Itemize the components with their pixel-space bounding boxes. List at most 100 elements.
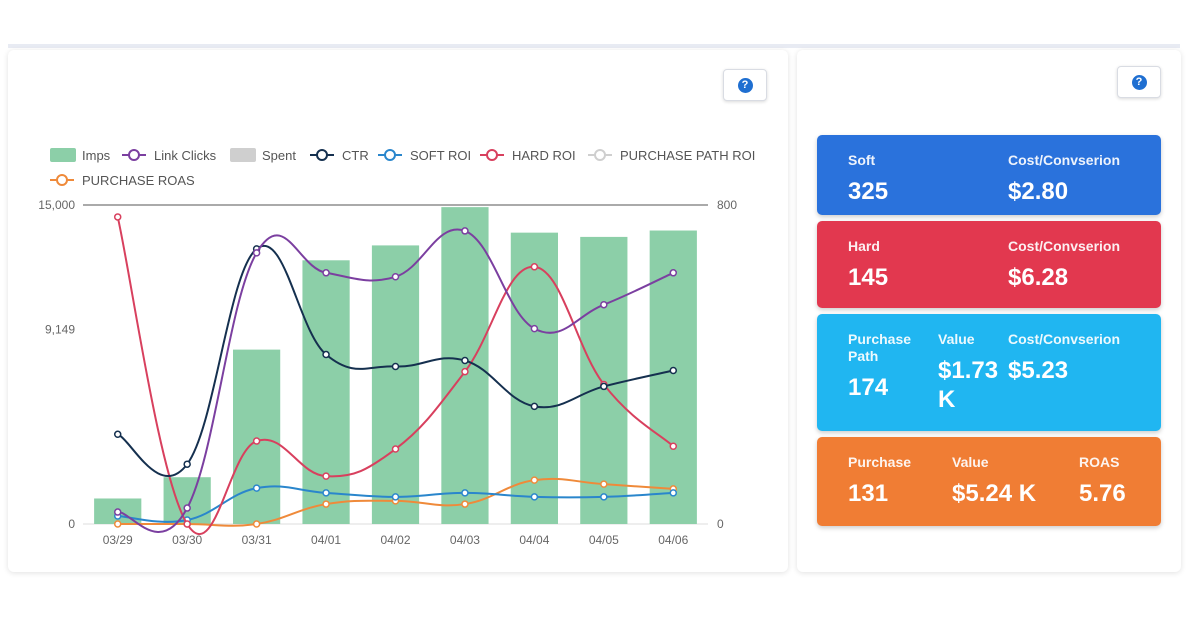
legend-label-purchase-roas: PURCHASE ROAS <box>82 173 195 188</box>
legend-swatch-spent <box>230 148 256 162</box>
link-clicks-point <box>252 249 261 257</box>
legend-label-soft-roi: SOFT ROI <box>410 148 471 163</box>
purchase-roas-point <box>322 500 330 508</box>
soft-conversion-card: Soft 325 Cost/Convserion $2.80 <box>817 135 1161 215</box>
x-axis-tick: 03/31 <box>242 533 272 547</box>
x-axis-tick: 03/30 <box>172 533 202 547</box>
hard-roi-point <box>113 213 122 221</box>
legend-item-spent[interactable]: Spent <box>230 148 296 163</box>
chart-help-button[interactable]: ? <box>723 69 767 101</box>
ctr-point <box>669 366 678 375</box>
question-icon: ? <box>737 77 753 93</box>
legend-label-ctr: CTR <box>342 148 369 163</box>
link-clicks-point <box>183 504 191 512</box>
legend-marker-link-clicks <box>128 149 140 161</box>
hard-roi-point <box>183 520 191 528</box>
performance-chart: Imps Link Clicks Spent CTR SOFT ROI HARD ROI P… <box>38 148 755 547</box>
ctr-point <box>322 350 330 359</box>
ctr-point <box>530 402 539 411</box>
soft-label: Soft <box>848 152 876 168</box>
legend-item-purchase-roas[interactable]: PURCHASE ROAS <box>50 173 195 188</box>
soft-roi-point <box>322 489 330 497</box>
chart-legend: Imps Link Clicks Spent CTR SOFT ROI HARD ROI P… <box>50 148 755 188</box>
hard-conversion-card: Hard 145 Cost/Convserion $6.28 <box>817 221 1161 308</box>
x-axis-tick: 03/29 <box>103 533 133 547</box>
imps-bar <box>233 349 281 524</box>
legend-item-ctr[interactable]: CTR <box>310 148 369 163</box>
ctr-point <box>113 430 122 439</box>
hard-roi-point <box>669 442 678 450</box>
purchase-value: $5.24 K <box>952 480 1037 507</box>
ctr-point <box>391 362 400 371</box>
legend-marker-ctr <box>316 149 328 161</box>
legend-item-hard-roi[interactable]: HARD ROI <box>480 148 576 163</box>
x-axis-tick: 04/02 <box>380 533 410 547</box>
right-axis-tick: 800 <box>717 198 737 212</box>
chart-panel: ? Imps Link Clicks Spent CTR SOFT ROI HARD RO… <box>8 50 788 572</box>
hard-label: Hard <box>848 238 880 254</box>
purchase-roas-point <box>600 480 608 488</box>
summary-help-button[interactable]: ? <box>1117 66 1161 98</box>
soft-roi-point <box>461 489 469 497</box>
hard-roi-point <box>461 367 469 376</box>
link-clicks-line <box>117 228 674 533</box>
purchase-card: Purchase 131 Value $5.24 K ROAS 5.76 <box>817 437 1161 526</box>
top-divider <box>8 44 1180 48</box>
chart-lines <box>113 213 678 535</box>
soft-roi-point <box>391 493 400 501</box>
legend-label-hard-roi: HARD ROI <box>512 148 576 163</box>
purchase-path-cost-value: $5.23 <box>1008 357 1069 384</box>
legend-label-link-clicks: Link Clicks <box>154 148 217 163</box>
purchase-count: 131 <box>848 480 889 507</box>
soft-roi-point <box>530 493 539 501</box>
purchase-path-card: Purchase Path 174 Value $1.73 K Cost/Con… <box>817 314 1161 431</box>
left-axis-tick: 9,149 <box>45 322 75 336</box>
purchase-path-cost-label: Cost/Convserion <box>1008 331 1121 347</box>
legend-item-purchase-path-roi[interactable]: PURCHASE PATH ROI <box>588 148 755 163</box>
hard-roi-point <box>322 472 330 480</box>
ctr-point <box>183 460 191 468</box>
conversion-summary-panel: ? Soft 325 Cost/Convserion $2.80 Hard 14… <box>797 50 1181 572</box>
legend-item-link-clicks[interactable]: Link Clicks <box>122 148 217 163</box>
left-axis-tick: 15,000 <box>38 198 75 212</box>
soft-count: 325 <box>848 178 889 205</box>
legend-swatch-imps <box>50 148 76 162</box>
soft-roi-point <box>669 489 678 497</box>
right-axis-tick: 0 <box>717 517 724 531</box>
imps-bar <box>371 245 420 524</box>
legend-marker-purchase-path-roi <box>594 149 606 161</box>
x-axis-tick: 04/06 <box>658 533 688 547</box>
roas-label: ROAS <box>1079 454 1120 470</box>
link-clicks-point <box>113 508 122 516</box>
link-clicks-point <box>461 227 469 235</box>
link-clicks-point <box>530 324 539 333</box>
left-axis-tick: 0 <box>68 517 75 531</box>
hard-roi-point <box>391 445 400 453</box>
x-axis-tick: 04/01 <box>311 533 341 547</box>
question-icon: ? <box>1131 74 1147 90</box>
ctr-line <box>117 245 674 477</box>
legend-label-imps: Imps <box>82 148 111 163</box>
purchase-path-label: Purchase Path <box>848 331 912 364</box>
legend-marker-purchase-roas <box>56 174 68 186</box>
legend-marker-hard-roi <box>486 149 498 161</box>
legend-item-imps[interactable]: Imps <box>50 148 111 163</box>
soft-roi-point <box>600 493 608 501</box>
roas-value: 5.76 <box>1079 480 1126 507</box>
hard-cost-value: $6.28 <box>1008 264 1069 291</box>
imps-bar <box>302 260 350 524</box>
imps-bar <box>580 236 628 524</box>
purchase-path-count: 174 <box>848 374 889 401</box>
purchase-label: Purchase <box>848 454 912 470</box>
legend-item-soft-roi[interactable]: SOFT ROI <box>378 148 471 163</box>
purchase-roas-point <box>252 520 261 528</box>
purchase-roas-point <box>530 476 539 484</box>
link-clicks-point <box>391 273 400 281</box>
legend-marker-soft-roi <box>384 149 396 161</box>
soft-cost-value: $2.80 <box>1008 178 1069 205</box>
legend-label-purchase-path-roi: PURCHASE PATH ROI <box>620 148 755 163</box>
legend-label-spent: Spent <box>262 148 296 163</box>
soft-cost-label: Cost/Convserion <box>1008 152 1121 168</box>
ctr-point <box>461 356 469 365</box>
hard-roi-point <box>252 437 261 445</box>
